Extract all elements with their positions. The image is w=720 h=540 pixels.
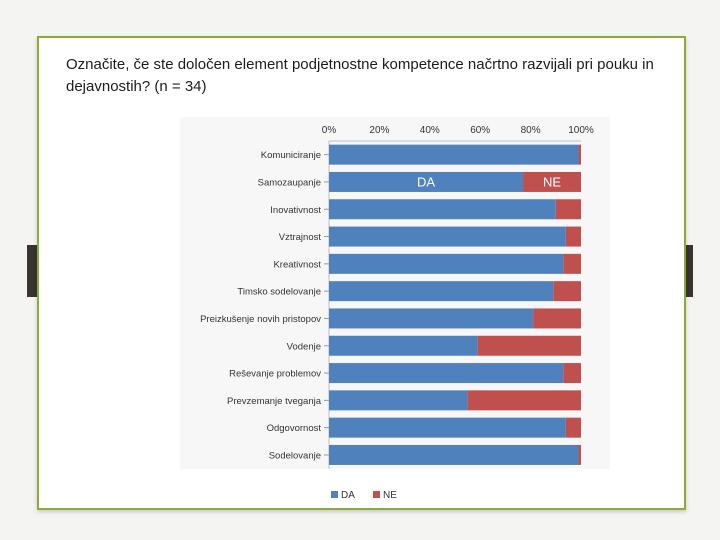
legend-label-ne: NE [383, 490, 397, 501]
y-tick-label: Preizkušenje novih pristopov [200, 314, 321, 325]
bar-da [329, 144, 579, 165]
y-tick-label: Vodenje [287, 341, 321, 352]
y-tick-label: Prevzemanje tveganja [227, 396, 322, 407]
legend-swatch-ne [373, 491, 380, 498]
bar-da [329, 253, 564, 274]
bar-da [329, 281, 554, 302]
bar-da [329, 171, 524, 192]
bar-da [329, 444, 579, 465]
legend-label-da: DA [341, 490, 355, 501]
y-tick-label: Samozaupanje [258, 177, 321, 188]
bar-da [329, 390, 468, 411]
bar-ne [477, 335, 581, 356]
x-tick-label: 60% [470, 125, 490, 136]
bar-ne [523, 171, 581, 192]
y-tick-label: Komuniciranje [261, 150, 321, 161]
bar-ne [467, 390, 581, 411]
bar-da [329, 199, 556, 220]
bar-ne [565, 417, 581, 438]
bar-da [329, 226, 566, 247]
x-tick-label: 0% [322, 125, 337, 136]
y-tick-label: Inovativnost [270, 205, 321, 216]
data-annotation: DA [417, 174, 435, 189]
x-tick-label: 100% [568, 125, 594, 136]
x-tick-label: 20% [369, 125, 389, 136]
y-tick-label: Odgovornost [267, 423, 322, 434]
data-annotation: NE [543, 174, 561, 189]
bar-ne [555, 199, 581, 220]
bar-ne [578, 444, 581, 465]
bar-da [329, 363, 564, 384]
y-tick-label: Vztrajnost [279, 232, 322, 243]
bar-ne [563, 253, 581, 274]
bar-da [329, 308, 534, 329]
y-tick-label: Kreativnost [273, 259, 321, 270]
chart-title: Označite, če ste določen element podjetn… [66, 56, 654, 95]
y-tick-label: Reševanje problemov [229, 369, 321, 380]
bar-ne [578, 144, 581, 165]
bar-da [329, 417, 566, 438]
y-tick-label: Sodelovanje [269, 450, 321, 461]
bar-da [329, 335, 478, 356]
bar-ne [565, 226, 581, 247]
bar-ne [533, 308, 581, 329]
x-tick-label: 80% [521, 125, 541, 136]
bar-ne [553, 281, 581, 302]
x-tick-label: 40% [420, 125, 440, 136]
y-tick-label: Timsko sodelovanje [237, 287, 321, 298]
legend-swatch-da [331, 491, 338, 498]
bar-ne [563, 363, 581, 384]
